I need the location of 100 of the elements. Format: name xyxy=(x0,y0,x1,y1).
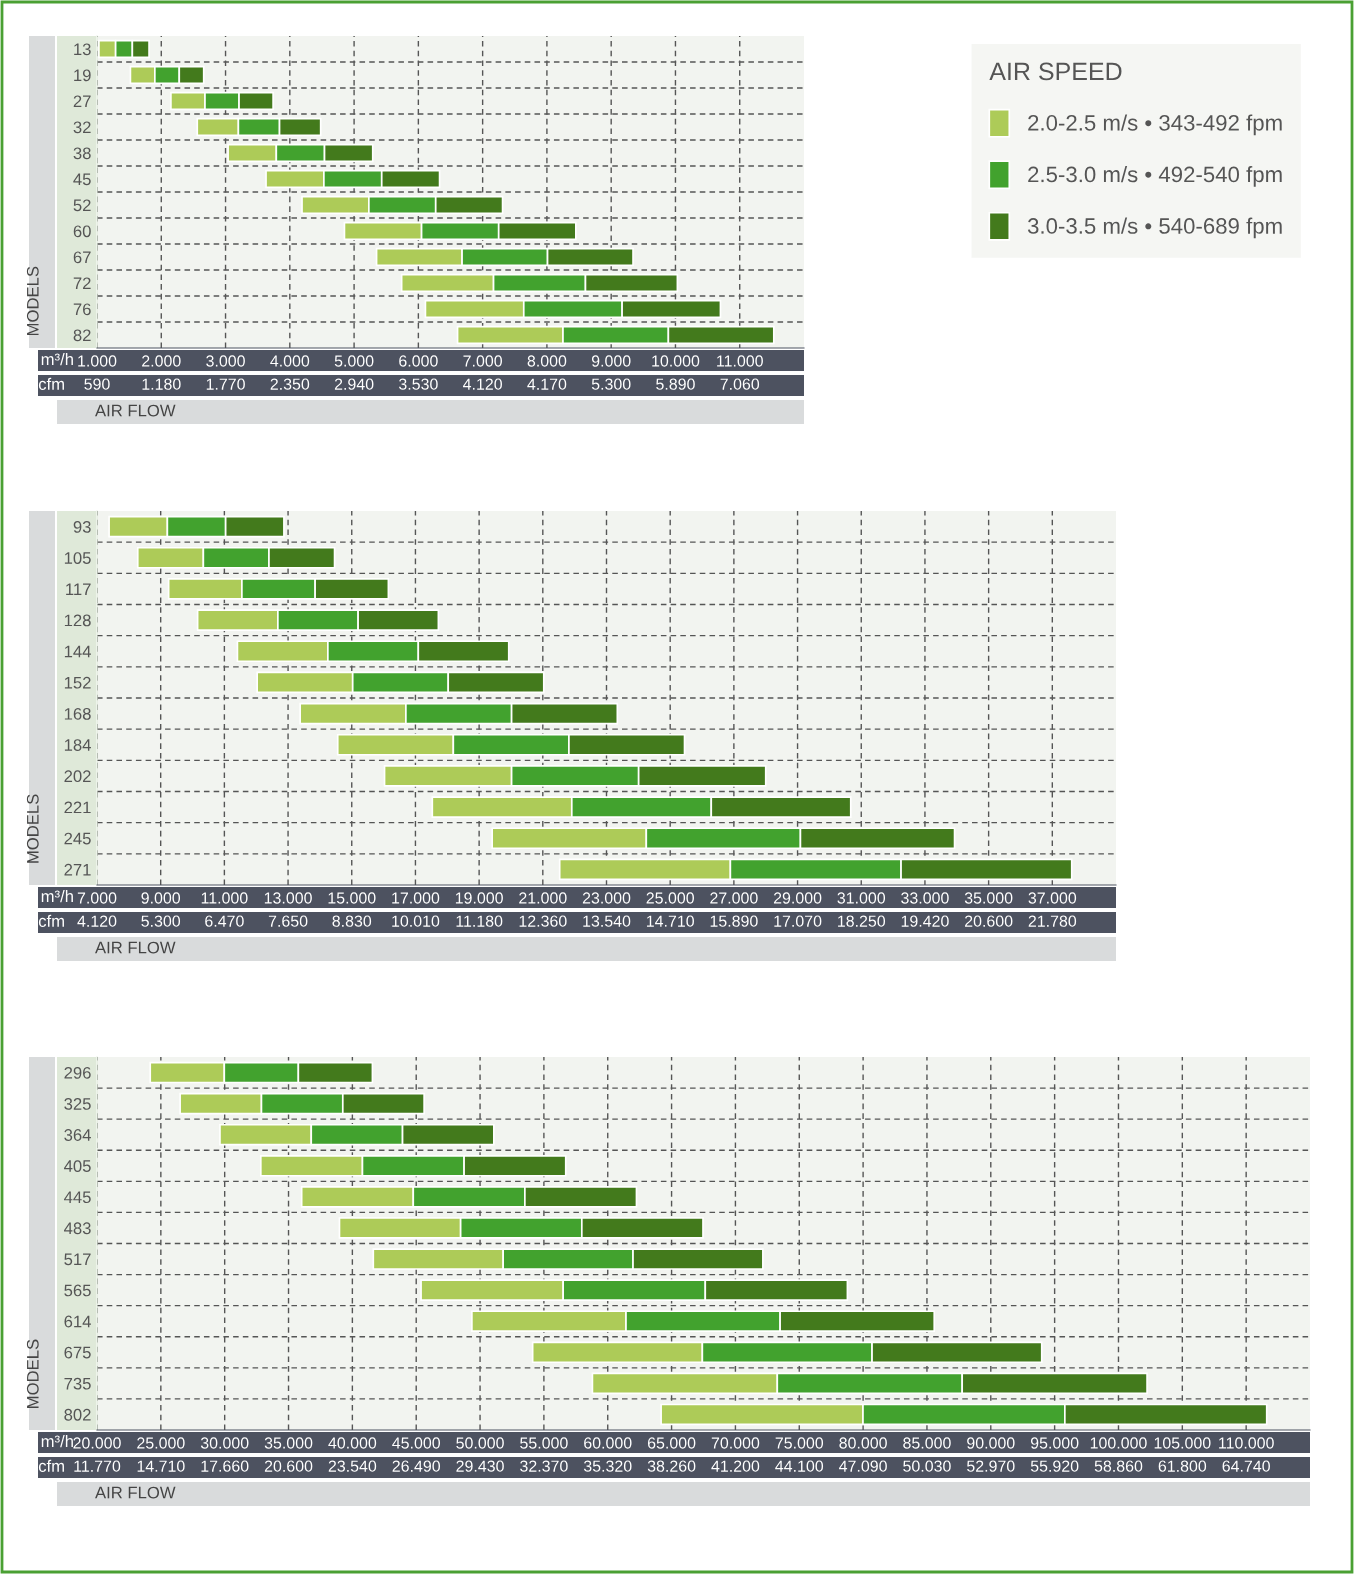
x-tick-label: 100.000 xyxy=(1090,1437,1147,1449)
text: 19.420 xyxy=(901,915,949,927)
text: 23.540 xyxy=(328,1460,377,1472)
text: 7.060 xyxy=(720,378,760,390)
x-tick-label: 2.000 xyxy=(142,355,181,367)
x-tick-label: 25.000 xyxy=(137,1437,185,1449)
x-tick-label: 15.000 xyxy=(328,892,376,904)
text: 1.770 xyxy=(206,378,245,390)
text: 44.100 xyxy=(775,1460,824,1472)
x-tick-label: 1.000 xyxy=(78,355,117,367)
text: AIR FLOW xyxy=(95,941,176,954)
x-tick-label: 95.000 xyxy=(1030,1437,1079,1449)
y-tick-label: 19 xyxy=(74,69,91,82)
y-tick-label: 93 xyxy=(73,520,91,533)
text: 41.200 xyxy=(711,1460,760,1472)
text: cfm xyxy=(38,914,64,927)
y-tick-label: 221 xyxy=(64,801,91,814)
text: 11.770 xyxy=(74,1460,121,1472)
text: 14.710 xyxy=(137,1460,185,1472)
y-tick-label: 325 xyxy=(64,1098,91,1110)
text: 4.120 xyxy=(463,378,502,390)
x-tick-label: 23.000 xyxy=(582,892,631,904)
text: 4.120 xyxy=(77,915,117,927)
legend-label: 2.0-2.5 m/s • 343-492 fpm xyxy=(1028,114,1282,136)
text: 12.360 xyxy=(519,915,567,927)
y-tick-label: 614 xyxy=(64,1315,91,1328)
legend-label: 2.5-3.0 m/s • 492-540 fpm xyxy=(1028,165,1282,187)
y-tick-label: 296 xyxy=(64,1066,91,1079)
y-tick-label: 802 xyxy=(64,1408,91,1421)
y-tick-label: 483 xyxy=(64,1222,91,1235)
text: 35.320 xyxy=(583,1460,632,1472)
text: 11.180 xyxy=(456,915,503,927)
x-tick-label: 37.000 xyxy=(1028,892,1077,904)
x-tick-label: 55.000 xyxy=(520,1437,568,1449)
y-tick-label: 364 xyxy=(64,1129,91,1141)
text: 6.470 xyxy=(205,915,244,927)
y-tick-label: 202 xyxy=(64,770,91,783)
x-tick-label: 7.000 xyxy=(463,355,502,367)
y-tick-label: 60 xyxy=(73,225,91,238)
x-tick-label: 90.000 xyxy=(967,1437,1015,1449)
text: 5.300 xyxy=(591,378,631,390)
text: cfm xyxy=(38,1459,64,1472)
x-tick-label: 80.000 xyxy=(839,1437,887,1449)
text: 8.830 xyxy=(332,915,372,927)
x-axis-title: m³/h xyxy=(41,353,73,366)
text: cfm xyxy=(38,377,64,390)
text: 32.370 xyxy=(520,1460,568,1472)
y-tick-label: 45 xyxy=(73,173,91,186)
y-axis-title: MODELS xyxy=(26,794,39,863)
x-tick-label: 75.000 xyxy=(775,1437,824,1449)
text: AIR FLOW xyxy=(95,404,176,417)
text: 7.650 xyxy=(268,915,308,927)
text: 64.740 xyxy=(1222,1460,1270,1472)
y-tick-label: 405 xyxy=(64,1160,91,1172)
text: 590 xyxy=(84,378,110,390)
x-tick-label: 33.000 xyxy=(901,892,949,904)
y-tick-label: 105 xyxy=(64,552,91,564)
x-tick-label: 45.000 xyxy=(392,1437,441,1449)
text: 1.180 xyxy=(142,378,181,390)
text: 29.430 xyxy=(456,1460,504,1472)
text: 50.030 xyxy=(903,1460,951,1472)
x-tick-label: 8.000 xyxy=(527,355,567,367)
x-tick-label: 13.000 xyxy=(264,892,312,904)
x-tick-label: 60.000 xyxy=(584,1437,632,1449)
x-tick-label: 17.000 xyxy=(392,892,440,904)
x-tick-label: 6.000 xyxy=(399,355,438,367)
y-tick-label: 271 xyxy=(64,863,91,876)
x-tick-label: 9.000 xyxy=(141,892,181,904)
x-tick-label: 105.000 xyxy=(1154,1437,1211,1449)
x-tick-label: 35.000 xyxy=(264,1437,313,1449)
x-tick-label: 110.000 xyxy=(1219,1437,1274,1449)
text: 26.490 xyxy=(392,1460,441,1472)
y-tick-label: 13 xyxy=(74,43,91,56)
x-tick-label: 9.000 xyxy=(591,355,631,367)
text: 55.920 xyxy=(1030,1460,1079,1472)
y-tick-label: 675 xyxy=(64,1346,91,1359)
x-tick-label: 4.000 xyxy=(270,355,310,367)
y-tick-label: 82 xyxy=(73,329,91,342)
y-tick-label: 245 xyxy=(64,832,91,845)
text: 4.170 xyxy=(527,378,567,390)
x-tick-label: 85.000 xyxy=(903,1437,951,1449)
text: 58.860 xyxy=(1094,1460,1143,1472)
y-tick-label: 117 xyxy=(66,583,91,595)
y-tick-label: 735 xyxy=(64,1377,91,1390)
text: AIR FLOW xyxy=(95,1486,176,1499)
x-tick-label: 65.000 xyxy=(647,1437,696,1449)
y-axis-title: MODELS xyxy=(26,1339,39,1408)
x-tick-label: 40.000 xyxy=(328,1437,377,1449)
y-tick-label: 152 xyxy=(64,676,91,689)
text: 2.940 xyxy=(334,378,374,390)
y-tick-label: 38 xyxy=(73,147,91,160)
text: 15.890 xyxy=(710,915,758,927)
x-axis-title: m³/h xyxy=(41,1435,73,1448)
y-tick-label: 517 xyxy=(64,1253,91,1266)
y-tick-label: 52 xyxy=(73,199,91,212)
x-tick-label: 27.000 xyxy=(710,892,758,904)
y-tick-label: 32 xyxy=(73,121,91,134)
text: 5.300 xyxy=(141,915,181,927)
x-tick-label: 5.000 xyxy=(334,355,374,367)
x-tick-label: 70.000 xyxy=(711,1437,760,1449)
